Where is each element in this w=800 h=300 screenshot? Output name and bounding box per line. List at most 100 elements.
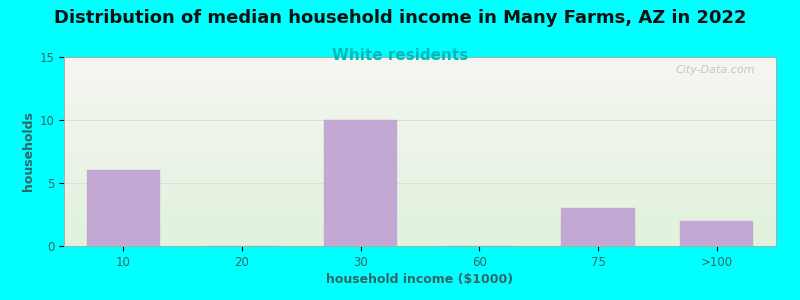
- Bar: [64, 98, 776, 99]
- Bar: [64, 227, 776, 228]
- Bar: [64, 100, 776, 101]
- Bar: [64, 174, 776, 175]
- Bar: [64, 220, 776, 221]
- Bar: [64, 118, 776, 119]
- Bar: [64, 128, 776, 129]
- Bar: [64, 184, 776, 185]
- Bar: [64, 153, 776, 154]
- Bar: [64, 139, 776, 140]
- Bar: [64, 197, 776, 198]
- Bar: [64, 69, 776, 70]
- Bar: [64, 223, 776, 224]
- Bar: [64, 114, 776, 115]
- Bar: [64, 211, 776, 212]
- Bar: [64, 167, 776, 168]
- Bar: [64, 102, 776, 103]
- Bar: [64, 206, 776, 207]
- X-axis label: household income ($1000): household income ($1000): [326, 273, 514, 286]
- Bar: [64, 126, 776, 127]
- Bar: [64, 127, 776, 128]
- Bar: [64, 194, 776, 195]
- Bar: [64, 74, 776, 75]
- Y-axis label: households: households: [22, 112, 35, 191]
- Bar: [64, 233, 776, 234]
- Bar: [64, 195, 776, 196]
- Bar: [64, 221, 776, 222]
- Bar: [64, 116, 776, 118]
- Bar: [64, 147, 776, 148]
- Bar: [64, 192, 776, 193]
- Bar: [64, 141, 776, 142]
- Bar: [64, 143, 776, 144]
- Bar: [64, 214, 776, 215]
- Bar: [64, 85, 776, 86]
- Bar: [64, 244, 776, 245]
- Bar: [64, 123, 776, 124]
- Bar: [64, 107, 776, 108]
- Bar: [64, 109, 776, 110]
- Bar: [64, 158, 776, 159]
- Bar: [64, 121, 776, 122]
- Bar: [64, 64, 776, 65]
- Bar: [64, 241, 776, 242]
- Bar: [64, 218, 776, 219]
- Bar: [64, 110, 776, 111]
- Bar: [64, 216, 776, 217]
- Bar: [64, 100, 776, 101]
- Bar: [64, 240, 776, 241]
- Bar: [64, 230, 776, 231]
- Bar: [64, 162, 776, 163]
- Bar: [64, 232, 776, 233]
- Bar: [64, 169, 776, 170]
- Bar: [64, 172, 776, 173]
- Bar: [64, 79, 776, 80]
- Bar: [64, 165, 776, 166]
- Bar: [64, 89, 776, 90]
- Bar: [64, 222, 776, 223]
- Bar: [64, 105, 776, 106]
- Bar: [64, 157, 776, 158]
- Bar: [64, 108, 776, 109]
- Bar: [64, 183, 776, 184]
- Bar: [64, 180, 776, 181]
- Bar: [64, 163, 776, 164]
- Bar: [86, 170, 160, 246]
- Bar: [64, 140, 776, 141]
- Bar: [64, 119, 776, 120]
- Bar: [64, 210, 776, 211]
- Bar: [64, 196, 776, 197]
- Bar: [64, 207, 776, 208]
- Bar: [64, 87, 776, 88]
- Bar: [64, 193, 776, 194]
- Bar: [64, 234, 776, 235]
- Bar: [64, 130, 776, 131]
- Bar: [64, 138, 776, 139]
- Bar: [64, 166, 776, 167]
- Bar: [64, 112, 776, 113]
- Bar: [64, 95, 776, 96]
- Bar: [64, 200, 776, 201]
- Bar: [64, 63, 776, 64]
- Bar: [64, 93, 776, 94]
- Bar: [64, 104, 776, 105]
- Bar: [64, 82, 776, 83]
- Bar: [64, 68, 776, 69]
- Bar: [64, 187, 776, 188]
- Bar: [64, 75, 776, 76]
- Bar: [64, 136, 776, 137]
- Bar: [64, 65, 776, 66]
- Bar: [64, 99, 776, 100]
- Bar: [64, 238, 776, 239]
- Bar: [64, 181, 776, 182]
- Bar: [64, 177, 776, 178]
- Bar: [64, 204, 776, 206]
- Bar: [64, 160, 776, 161]
- Bar: [64, 173, 776, 174]
- Bar: [64, 59, 776, 60]
- Bar: [64, 125, 776, 126]
- Bar: [64, 83, 776, 84]
- Bar: [64, 70, 776, 71]
- Bar: [64, 62, 776, 63]
- Bar: [64, 159, 776, 160]
- Bar: [64, 94, 776, 95]
